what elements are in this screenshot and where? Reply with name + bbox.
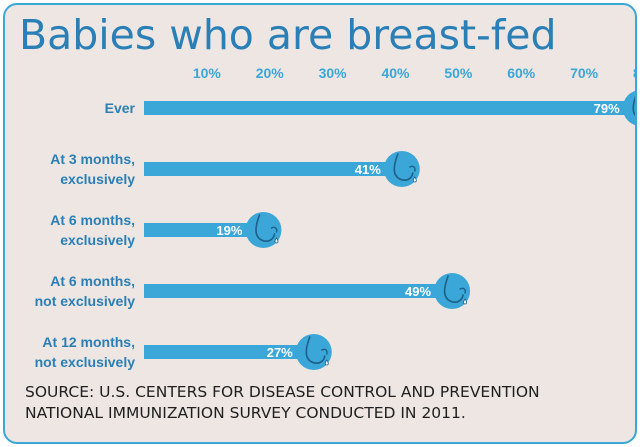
x-tick-label: 10% xyxy=(193,65,222,81)
category-label: not exclusively xyxy=(35,354,136,370)
nipple-curve xyxy=(321,348,328,355)
bar xyxy=(144,223,264,237)
milk-drop xyxy=(274,237,279,244)
source-line-1: SOURCE: U.S. CENTERS FOR DISEASE CONTROL… xyxy=(25,383,540,401)
x-tick-label: 50% xyxy=(444,65,473,81)
breast-drop-icon xyxy=(305,336,329,366)
value-label: 41% xyxy=(355,162,381,177)
value-label: 27% xyxy=(267,345,293,360)
milk-drop xyxy=(412,176,417,183)
breast-curve xyxy=(443,275,464,303)
x-tick-label: 20% xyxy=(256,65,285,81)
x-tick-label: 80% xyxy=(633,65,635,81)
category-label: not exclusively xyxy=(35,293,136,309)
value-label: 19% xyxy=(216,223,242,238)
nipple-curve xyxy=(270,226,278,233)
x-tick-label: 30% xyxy=(319,65,348,81)
source-note: SOURCE: U.S. CENTERS FOR DISEASE CONTROL… xyxy=(25,382,540,424)
nipple-curve xyxy=(459,287,467,294)
category-label: At 12 months, xyxy=(42,334,135,350)
value-label: 49% xyxy=(405,284,431,299)
breast-drop-icon xyxy=(443,275,467,305)
category-label: At 6 months, xyxy=(50,273,135,289)
nipple-curve xyxy=(409,165,416,172)
bar-chart: 10% 20% 30% 40% 50% 60% 70% 80% Ever 79% At 3 mont… xyxy=(35,65,635,370)
breast-drop-icon xyxy=(255,214,279,244)
category-label: Ever xyxy=(105,100,136,116)
milk-drop xyxy=(324,359,329,366)
value-label: 79% xyxy=(594,101,620,116)
category-label: exclusively xyxy=(60,232,135,248)
breast-curve xyxy=(305,336,326,364)
source-line-2: NATIONAL IMMUNIZATION SURVEY CONDUCTED I… xyxy=(25,404,466,422)
chart-title: Babies who are breast-fed xyxy=(19,11,557,59)
bar xyxy=(144,284,453,298)
category-label: At 3 months, xyxy=(50,151,135,167)
bar xyxy=(144,101,635,115)
bar xyxy=(144,162,402,176)
bar-end-circle xyxy=(622,90,635,126)
breast-curve xyxy=(632,95,635,117)
x-tick-label: 70% xyxy=(570,65,599,81)
x-tick-label: 40% xyxy=(381,65,410,81)
category-label: At 6 months, xyxy=(50,212,135,228)
breast-curve xyxy=(255,214,276,242)
breast-drop-icon xyxy=(632,95,635,117)
infographic-frame: Babies who are breast-fed 10% 20% 30% 40% 50… xyxy=(3,3,637,444)
category-label: exclusively xyxy=(60,171,135,187)
bar xyxy=(144,345,314,359)
x-tick-label: 60% xyxy=(507,65,536,81)
breast-curve xyxy=(393,153,414,181)
milk-drop xyxy=(463,298,467,305)
breast-drop-icon xyxy=(393,153,417,183)
